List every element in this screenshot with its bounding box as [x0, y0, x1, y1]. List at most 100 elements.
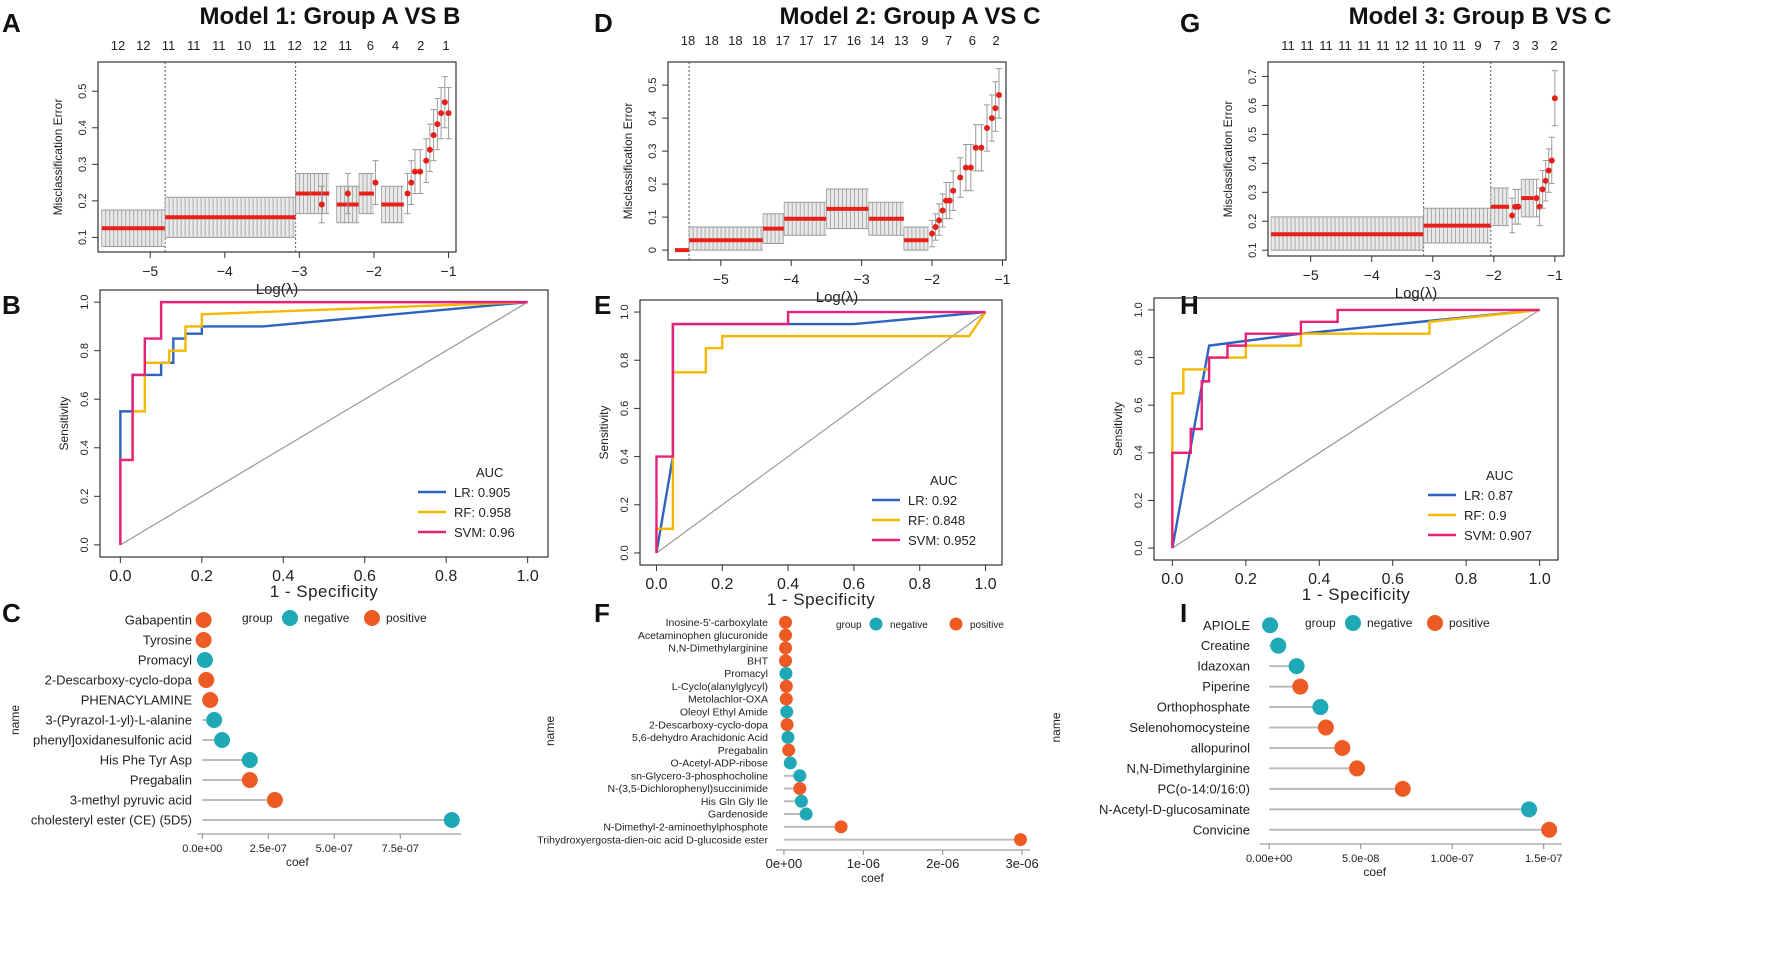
- x-tick-label: 0.8: [1455, 571, 1477, 588]
- feature-name-label: N-Dimethyl-2-aminoethylphosphote: [603, 822, 768, 834]
- top-axis-label: 9: [921, 33, 928, 48]
- cv-error-point: [950, 187, 957, 194]
- feature-name-label: Pregabalin: [130, 773, 192, 788]
- lollipop-point-positive: [1317, 719, 1334, 736]
- lollipop-point-positive: [1541, 821, 1558, 838]
- title-model-3: Model 3: Group B VS C: [1348, 3, 1612, 30]
- legend-title: AUC: [476, 465, 503, 480]
- lollipop-point-positive: [1394, 780, 1411, 797]
- legend-label: RF: 0.9: [1464, 508, 1507, 523]
- y-axis-label: name: [543, 716, 557, 746]
- y-tick-label: 0.8: [79, 343, 91, 358]
- cv-error-point: [962, 164, 969, 171]
- y-tick-label: 0.0: [619, 545, 631, 560]
- x-tick-label: 0.4: [777, 576, 799, 593]
- lollipop-point-negative: [214, 732, 231, 748]
- feature-name-label: Gardenoside: [708, 809, 768, 821]
- feature-name-label: 3-(Pyrazol-1-yl)-L-alanine: [45, 713, 192, 728]
- lollipop-point-negative: [1262, 617, 1279, 634]
- cv-error-point: [939, 207, 946, 214]
- x-tick-label: 0.0e+00: [182, 843, 222, 855]
- lollipop-point-negative: [780, 705, 794, 719]
- lollipop-plot-i: 0.00e+00 5.0e-08 1.00e-07 1.5e-07 coef name AP…: [1049, 615, 1562, 879]
- feature-name-label: 2-Descarboxy-cyclo-dopa: [45, 673, 193, 688]
- feature-name-label: cholesteryl ester (CE) (5D5): [31, 813, 192, 828]
- y-tick-label: 0.1: [77, 230, 89, 245]
- top-axis-label: 17: [799, 33, 813, 48]
- x-tick-label: 7.5e-07: [382, 843, 419, 855]
- y-axis-label: Misclassification Error: [621, 103, 635, 220]
- feature-name-label: phenyl]oxidanesulfonic acid: [33, 733, 192, 748]
- y-tick-label: 0.0: [1133, 540, 1145, 555]
- lasso-plot-a: −5 −4 −3 −2 −10.10.20.30.40.5Log(λ)Misclassi…: [51, 38, 457, 298]
- y-tick-label: 0.3: [647, 143, 659, 158]
- cv-error-point: [1536, 203, 1543, 210]
- lollipop-point-positive: [779, 641, 793, 655]
- legend-label: RF: 0.848: [908, 513, 965, 528]
- cv-error-point: [430, 132, 437, 139]
- legend-label: LR: 0.87: [1464, 488, 1513, 503]
- top-axis-label: 4: [392, 38, 399, 53]
- x-tick-label: −1: [441, 263, 457, 279]
- x-tick-label: 0.6: [843, 576, 865, 593]
- feature-name-label: N,N-Dimethylarginine: [668, 643, 768, 655]
- lollipop-point-positive: [782, 743, 796, 757]
- lollipop-point-negative: [781, 730, 795, 744]
- top-axis-label: 11: [1452, 38, 1466, 53]
- panel-label-d: D: [594, 8, 613, 38]
- y-tick-label: 1.0: [79, 294, 91, 309]
- top-axis-label: 11: [1414, 38, 1428, 53]
- y-tick-label: 0.3: [77, 157, 89, 172]
- feature-name-label: PHENACYLAMINE: [81, 693, 193, 708]
- x-tick-label: 1.0: [517, 568, 539, 585]
- top-axis-label: 12: [136, 38, 150, 53]
- lollipop-point-positive: [780, 718, 794, 732]
- roc-curve-rf: [655, 311, 987, 553]
- feature-name-label: Piperine: [1202, 679, 1250, 694]
- y-axis-label: name: [8, 705, 22, 735]
- top-axis-label: 13: [894, 33, 908, 48]
- legend-swatch-positive: [364, 610, 380, 626]
- lasso-plot-g: −5 −4 −3 −2 −1 0.1 0.2 0.3 0.4 0.5 0.6 0.7 Log(λ) Mis…: [1221, 38, 1565, 302]
- feature-name-label: His Gln Gly Ile: [701, 796, 768, 808]
- feature-name-label: 2-Descarboxy-cyclo-dopa: [649, 719, 768, 731]
- chance-diagonal: [1172, 309, 1540, 549]
- top-axis-label: 11: [162, 38, 176, 53]
- x-tick-label: 0.0: [109, 568, 131, 585]
- x-tick-label: −3: [854, 271, 870, 287]
- x-tick-label: 5.0e-08: [1342, 853, 1379, 865]
- cv-error-point: [936, 217, 943, 224]
- lollipop-point-negative: [241, 752, 258, 768]
- legend-label: positive: [386, 611, 427, 625]
- x-tick-label: 0.4: [1308, 571, 1330, 588]
- y-tick-label: 0.1: [1247, 243, 1259, 258]
- y-tick-label: 1.0: [1133, 302, 1145, 317]
- feature-name-label: Tyrosine: [143, 633, 192, 648]
- feature-name-label: BHT: [747, 655, 769, 667]
- title-model-1: Model 1: Group A VS B: [199, 3, 461, 30]
- y-tick-label: 0.5: [77, 84, 89, 99]
- legend-label: SVM: 0.96: [454, 525, 515, 540]
- lollipop-point-positive: [779, 654, 793, 668]
- feature-name-label: sn-Glycero-3-phosphocholine: [631, 770, 768, 782]
- lollipop-point-negative: [1521, 801, 1538, 818]
- cv-error-point: [1509, 212, 1516, 219]
- lollipop-point-negative: [793, 769, 807, 783]
- x-tick-label: 1.00e-07: [1430, 853, 1473, 865]
- x-tick-label: 0.8: [909, 576, 931, 593]
- cv-error-point: [426, 146, 433, 153]
- x-tick-label: 1.0: [1529, 571, 1551, 588]
- chance-diagonal: [656, 311, 986, 554]
- x-tick-label: 5.0e-07: [316, 843, 353, 855]
- legend-title: group: [1305, 616, 1336, 630]
- lollipop-point-positive: [779, 615, 793, 629]
- x-tick-label: −2: [1486, 267, 1502, 283]
- lollipop-point-positive: [202, 692, 219, 708]
- x-tick-label: 0.6: [354, 568, 376, 585]
- y-tick-label: 0.0: [79, 537, 91, 552]
- y-tick-label: 0.4: [1247, 156, 1259, 171]
- plot-frame: [639, 299, 1003, 566]
- cv-error-point: [988, 115, 995, 122]
- y-tick-label: 0: [647, 247, 659, 253]
- x-tick-label: 0.8: [435, 568, 457, 585]
